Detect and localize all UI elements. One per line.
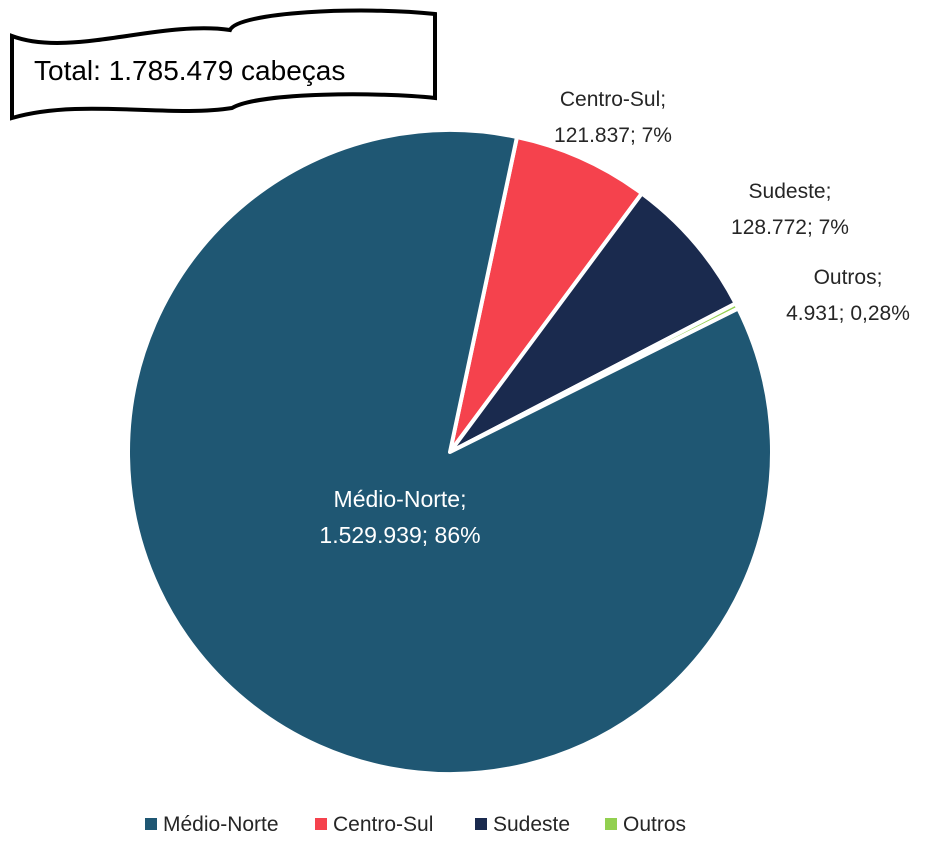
total-callout: Total: 1.785.479 cabeças: [10, 8, 437, 121]
total-callout-text: Total: 1.785.479 cabeças: [34, 55, 345, 86]
legend-item-medio-norte: Médio-Norte: [145, 813, 279, 836]
legend-label-sudeste: Sudeste: [493, 813, 570, 836]
legend-item-centro-sul: Centro-Sul: [315, 813, 433, 836]
legend-item-outros: Outros: [605, 813, 686, 836]
legend-label-medio-norte: Médio-Norte: [163, 813, 279, 836]
data-labels: Médio-Norte; 1.529.939; 86% Centro-Sul; 121…: [319, 88, 909, 548]
data-label-outros: Outros; 4.931; 0,28%: [786, 266, 910, 325]
data-label-sudeste: Sudeste; 128.772; 7%: [731, 180, 849, 239]
legend-item-sudeste: Sudeste: [475, 813, 570, 836]
pie-slice-centro-sul: [448, 135, 644, 454]
legend-swatch-sudeste: [475, 818, 487, 830]
legend-label-centro-sul: Centro-Sul: [333, 813, 433, 836]
data-label-centro-sul: Centro-Sul; 121.837; 7%: [554, 88, 672, 147]
pie-slice-medio-norte: [126, 128, 775, 776]
legend-swatch-medio-norte: [145, 818, 157, 830]
legend-swatch-centro-sul: [315, 818, 327, 830]
legend-swatch-outros: [605, 818, 617, 830]
callout-scroll-shape: [10, 8, 437, 121]
legend-label-outros: Outros: [623, 813, 686, 836]
pie-slices: [126, 128, 775, 776]
pie-slice-sudeste: [448, 191, 738, 454]
data-label-medio-norte: Médio-Norte; 1.529.939; 86%: [319, 486, 480, 548]
legend: Médio-Norte Centro-Sul Sudeste Outros: [145, 813, 686, 836]
